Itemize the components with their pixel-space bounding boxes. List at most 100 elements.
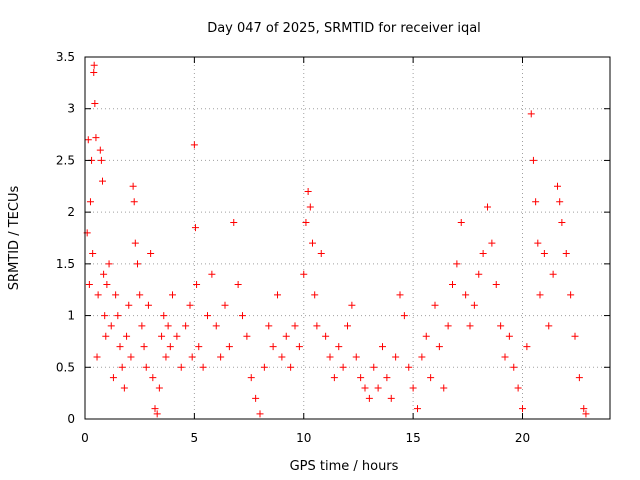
data-point — [164, 322, 172, 330]
data-point — [475, 270, 483, 278]
data-point — [322, 332, 330, 340]
data-point — [492, 281, 500, 289]
data-point — [256, 410, 264, 418]
data-point — [94, 291, 102, 299]
data-point — [414, 405, 421, 413]
data-point — [99, 177, 106, 185]
axis-ticks: 0 0.5 1 1.5 2 2.5 3 3.5 0 5 10 15 20 — [56, 50, 610, 445]
data-point — [311, 291, 319, 299]
x-tick-label: 5 — [191, 431, 199, 445]
data-point — [374, 384, 382, 392]
data-point — [96, 146, 104, 154]
x-tick-label: 0 — [81, 431, 89, 445]
y-tick-label: 3.5 — [56, 50, 75, 64]
data-point — [103, 281, 111, 289]
data-point — [234, 281, 242, 289]
data-point — [114, 312, 122, 320]
data-point — [123, 332, 131, 340]
data-point — [444, 322, 452, 330]
data-point — [453, 260, 461, 268]
data-point — [118, 363, 126, 371]
data-point — [571, 332, 579, 340]
data-point — [479, 250, 487, 258]
data-point — [418, 353, 426, 361]
data-point — [396, 291, 404, 299]
data-point — [221, 301, 229, 309]
data-point — [252, 394, 260, 402]
data-point — [505, 332, 513, 340]
data-point — [575, 374, 583, 382]
data-point — [545, 322, 553, 330]
data-point — [582, 410, 590, 418]
data-point — [239, 312, 246, 320]
data-point — [193, 281, 201, 289]
data-point — [89, 250, 97, 258]
data-point — [295, 343, 303, 351]
data-point — [177, 363, 185, 371]
data-point — [540, 250, 548, 258]
data-point — [90, 61, 98, 69]
data-point — [101, 312, 109, 320]
data-point — [260, 363, 268, 371]
data-point — [449, 281, 456, 289]
data-point — [86, 198, 94, 206]
data-point — [361, 384, 369, 392]
data-point — [225, 343, 233, 351]
data-point — [102, 332, 110, 340]
data-point — [155, 384, 163, 392]
data-point — [422, 332, 430, 340]
data-point — [125, 301, 133, 309]
data-point — [93, 353, 101, 361]
data-point — [330, 374, 338, 382]
data-point — [556, 198, 564, 206]
data-point — [431, 301, 439, 309]
data-point — [306, 203, 314, 211]
data-point — [247, 374, 255, 382]
data-point — [529, 156, 537, 164]
data-point — [317, 250, 325, 258]
y-tick-label: 2.5 — [56, 153, 75, 167]
data-point — [169, 291, 176, 299]
data-point — [131, 239, 139, 247]
data-point — [195, 343, 203, 351]
plot-frame — [84, 56, 611, 420]
data-point — [409, 384, 417, 392]
data-point — [217, 353, 225, 361]
data-point — [204, 312, 211, 320]
data-point — [116, 343, 124, 351]
x-tick-label: 15 — [405, 431, 420, 445]
data-point — [427, 374, 435, 382]
data-point — [153, 410, 161, 418]
data-point — [147, 250, 155, 258]
data-point — [519, 405, 526, 413]
data-point — [105, 260, 113, 268]
data-point — [348, 301, 356, 309]
data-point — [466, 322, 474, 330]
data-point — [144, 301, 152, 309]
data-point — [134, 260, 141, 268]
data-point — [85, 281, 93, 289]
data-point — [149, 374, 157, 382]
data-point — [142, 363, 150, 371]
data-point — [392, 353, 400, 361]
data-point — [313, 322, 321, 330]
data-point — [435, 343, 443, 351]
data-point — [488, 239, 496, 247]
data-point — [335, 343, 343, 351]
data-point — [532, 198, 540, 206]
data-point — [501, 353, 509, 361]
data-point — [173, 332, 181, 340]
data-point — [379, 343, 386, 351]
data-point — [304, 187, 312, 195]
y-tick-label: 0 — [67, 412, 75, 426]
data-point — [166, 343, 174, 351]
data-point — [212, 322, 220, 330]
data-point — [186, 301, 194, 309]
data-point — [274, 291, 281, 299]
data-point — [383, 374, 391, 382]
data-point — [100, 270, 108, 278]
data-point — [158, 332, 166, 340]
data-point — [484, 203, 491, 211]
data-point — [265, 322, 273, 330]
data-point — [199, 363, 207, 371]
